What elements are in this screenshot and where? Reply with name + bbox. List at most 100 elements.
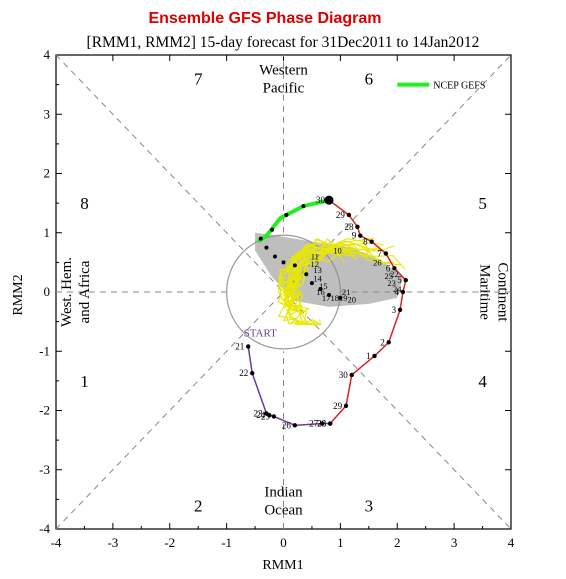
inner-point-label: 13 [313,265,322,275]
trajectory-point [355,224,360,230]
trajectory-point [369,239,374,244]
trajectory-point [346,212,352,218]
inner-point-label: 26 [373,257,382,267]
trajectory-point-label: 29 [333,401,343,411]
ensemble-mean-point [301,204,306,209]
ensemble-mean-point [327,198,331,203]
trajectory-point-label: 5 [397,275,402,285]
ensemble-mean-point [304,272,309,277]
y-tick-label: -2 [39,403,50,418]
inner-point-label: 16 [316,287,325,297]
ensemble-mean-point [327,292,331,297]
inner-point-label: 24 [393,284,402,294]
trajectory-point [250,370,255,376]
inner-point-label: 10 [333,245,342,255]
x-tick-label: -1 [221,535,232,550]
inner-point-label: 15 [319,281,328,291]
y-tick-label: 4 [44,47,51,62]
phase-label-4: 4 [478,372,487,391]
trajectory-point-label: 21 [235,342,244,352]
trajectory-point [343,403,349,408]
trajectory-point-label: 25 [261,411,271,421]
x-tick-label: -2 [164,535,175,550]
inner-point-label: 12 [311,259,320,269]
inner-point-label: 14 [313,273,322,283]
trajectory-point-label: 9 [352,231,357,241]
ensemble-member-line [277,237,375,325]
trajectory-point-label: 3 [392,305,397,315]
trajectory-point-label: 28 [317,419,327,429]
inner-point-label: 20 [348,295,357,305]
trajectory-point-label: 7 [377,248,382,258]
phase-label-6: 6 [365,70,374,89]
trajectory-line-0 [247,346,331,427]
start-label: START [244,328,278,340]
phase-label-7: 7 [194,70,203,89]
trajectory-point [246,344,251,349]
phase-label-5: 5 [478,194,487,213]
trajectory-point-label: 8 [363,237,368,247]
region-label-top-1: Western [259,63,308,79]
region-label-top-2: Pacific [263,81,305,97]
trajectory-point-label: 27 [309,419,319,429]
trajectory-series [246,195,408,428]
trajectory-point-label: 1 [366,351,371,361]
legend-label: NCEP GEFS [433,81,485,92]
inner-point-label: 22 [390,269,399,279]
region-label-left-1: West. Hem. [59,257,75,327]
phase-label-2: 2 [194,496,203,515]
region-label-left-2: and Africa [77,260,93,323]
inner-point-label: 25 [384,271,393,281]
y-tick-label: 1 [44,225,51,240]
phase-label-8: 8 [80,194,89,213]
region-label-right-2: Continent [494,262,510,322]
x-tick-label: 1 [337,535,344,550]
ensemble-mean-point [284,212,289,217]
trajectory-point-label: 30 [339,370,349,380]
chart-subtitle: [RMM1, RMM2] 15-day forecast for 31Dec20… [87,34,480,51]
x-tick-label: 3 [451,535,458,550]
trajectory-point-label: 22 [239,368,248,378]
y-tick-label: 3 [44,106,51,121]
y-tick-label: -3 [39,462,50,477]
ensemble-mean-point [258,236,263,241]
ensemble-mean-point [272,254,277,259]
x-tick-label: -4 [51,535,62,550]
trajectory-point-label: 26 [282,420,292,430]
trajectory-point [327,421,333,426]
trajectory-point-label: 30 [316,195,326,205]
x-tick-label: -3 [107,535,118,550]
trajectory-point-label: 2 [380,337,385,347]
trajectory-point [386,340,391,345]
y-tick-label: 2 [44,166,51,181]
trajectory-point [400,289,406,295]
region-label-bottom-1: Indian [264,484,303,500]
ensemble-member-line [279,247,325,326]
x-tick-label: 2 [394,535,401,550]
trajectory-point-label: 29 [336,210,346,220]
ensemble-mean-line [256,198,330,244]
trajectory-point [392,266,397,271]
ensemble-mean-point [292,263,297,268]
ensemble-member-line [278,242,395,306]
trajectory-point [292,423,298,428]
ensemble-mean-point [338,295,343,300]
trajectory-point-label: 28 [317,419,327,429]
ensemble-mean-point [270,227,275,232]
trajectory-point [349,372,354,378]
trajectory-point-label: 4 [394,287,399,297]
chart-title: Ensemble GFS Phase Diagram [149,10,382,27]
ensemble-mean-point [264,245,269,250]
ensemble-mean-point [281,260,286,265]
ensemble-members [255,198,406,326]
phase-label-3: 3 [365,496,374,515]
ensemble-member-line [287,248,358,313]
inner-point-label: 23 [387,278,396,288]
trajectory-point-label: 23 [253,408,263,418]
x-tick-label: 0 [280,535,287,550]
phase-label-1: 1 [80,372,89,391]
ensemble-mean-point [309,281,314,286]
trajectory-point [397,307,403,312]
